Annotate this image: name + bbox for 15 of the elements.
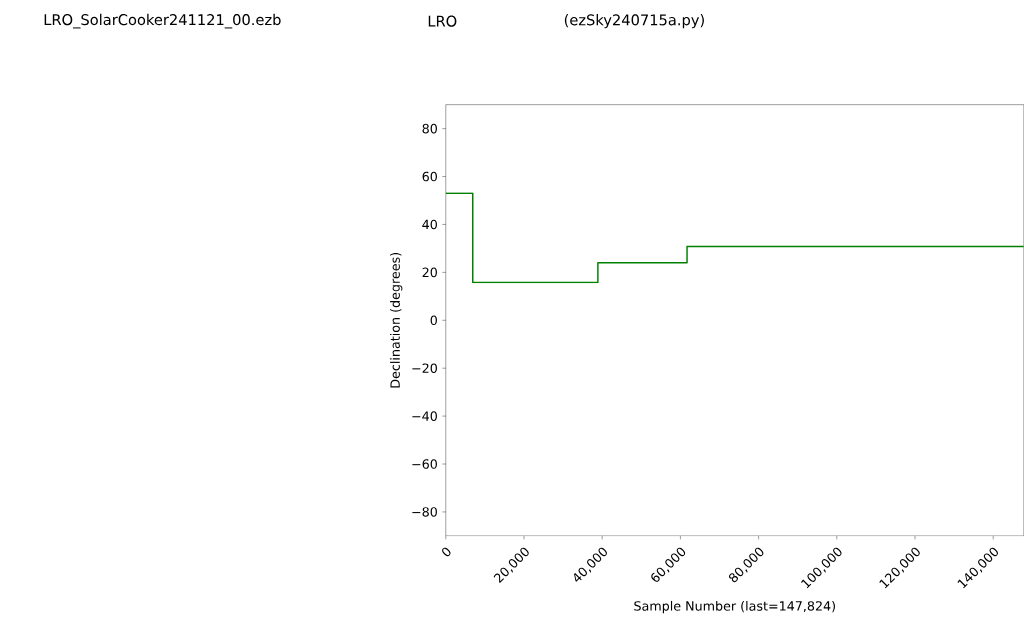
y-tick-label: −60 (412, 459, 437, 469)
text: (ezSky240715a.py) (564, 13, 704, 29)
y-axis-title: Declination (degrees) (390, 252, 403, 388)
y-tick-label: −80 (412, 506, 437, 517)
y-tick-label: 60 (422, 171, 437, 182)
y-tick-label: −40 (412, 411, 437, 421)
text: LRO_SolarCooker241121_00.ezb (44, 13, 281, 29)
y-tick-label: 40 (422, 219, 437, 230)
y-tick-label: 20 (422, 267, 437, 277)
y-tick-label: 0 (430, 315, 437, 325)
y-tick-label: −20 (412, 363, 437, 373)
text: LRO (428, 15, 457, 27)
x-tick-label: 0 (442, 547, 451, 556)
x-axis-title: Sample Number (last=147,824) (634, 600, 835, 613)
y-tick-label: 80 (422, 123, 437, 134)
